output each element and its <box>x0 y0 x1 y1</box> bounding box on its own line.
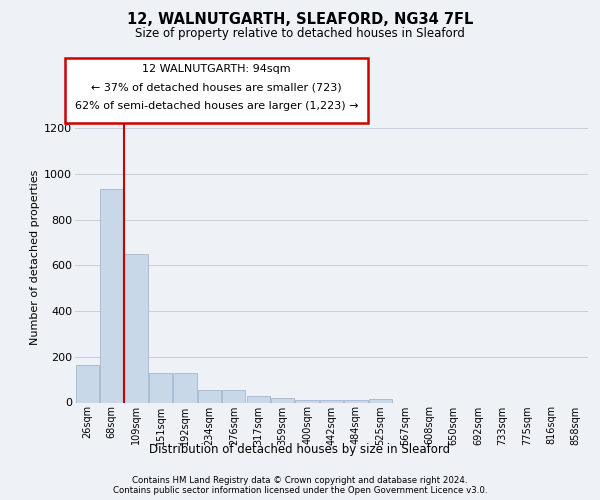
Bar <box>320 400 343 402</box>
Bar <box>124 254 148 402</box>
Text: Distribution of detached houses by size in Sleaford: Distribution of detached houses by size … <box>149 442 451 456</box>
Text: Contains public sector information licensed under the Open Government Licence v3: Contains public sector information licen… <box>113 486 487 495</box>
Bar <box>247 396 270 402</box>
Y-axis label: Number of detached properties: Number of detached properties <box>30 170 40 345</box>
Bar <box>344 400 368 402</box>
Bar <box>100 189 123 402</box>
Bar <box>369 399 392 402</box>
Bar <box>271 398 294 402</box>
Text: Size of property relative to detached houses in Sleaford: Size of property relative to detached ho… <box>135 28 465 40</box>
Text: 62% of semi-detached houses are larger (1,223) →: 62% of semi-detached houses are larger (… <box>74 100 358 110</box>
Text: Contains HM Land Registry data © Crown copyright and database right 2024.: Contains HM Land Registry data © Crown c… <box>132 476 468 485</box>
Text: 12, WALNUTGARTH, SLEAFORD, NG34 7FL: 12, WALNUTGARTH, SLEAFORD, NG34 7FL <box>127 12 473 28</box>
Text: ← 37% of detached houses are smaller (723): ← 37% of detached houses are smaller (72… <box>91 82 341 92</box>
Bar <box>198 390 221 402</box>
Bar <box>295 400 319 402</box>
Bar <box>173 373 197 402</box>
Bar <box>222 390 245 402</box>
Bar <box>149 373 172 402</box>
Bar <box>76 365 99 403</box>
Text: 12 WALNUTGARTH: 94sqm: 12 WALNUTGARTH: 94sqm <box>142 64 290 74</box>
